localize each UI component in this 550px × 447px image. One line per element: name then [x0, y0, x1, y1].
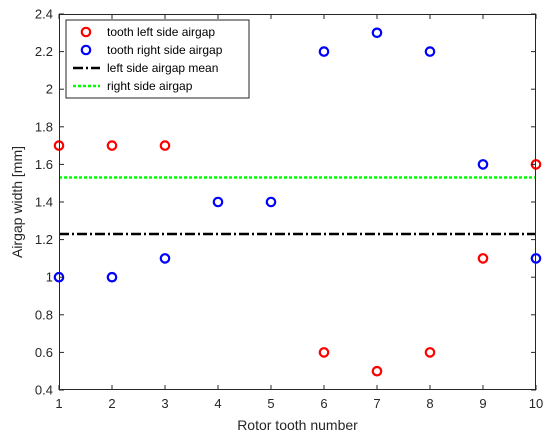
x-tick-label: 3 — [161, 396, 168, 411]
x-tick-label: 1 — [55, 396, 62, 411]
x-tick-label: 10 — [529, 396, 543, 411]
x-tick-label: 6 — [320, 396, 327, 411]
data-point-series-1 — [159, 253, 171, 264]
ticks-layer: 1 2 3 4 5 6 7 8 9 10 0.4 0.6 0.8 1 1.2 1.4 1.6 1.8 2 2.2 2.4 — [35, 7, 543, 412]
legend-entry-label: tooth left side airgap — [107, 25, 215, 39]
y-tick-label: 1.4 — [35, 195, 53, 210]
data-point-series-1 — [212, 196, 224, 208]
data-point-series-0 — [106, 140, 118, 151]
legend-entry-label: left side airgap mean — [107, 61, 218, 75]
legend-marker-swatch — [80, 44, 92, 56]
x-tick-label: 9 — [479, 396, 486, 411]
y-tick-label: 1.2 — [35, 232, 53, 247]
x-axis-label: Rotor tooth number — [237, 417, 358, 433]
y-axis-label: Airgap width [mm] — [9, 146, 25, 258]
legend-entry-label: tooth right side airgap — [107, 43, 223, 57]
x-tick-label: 5 — [267, 396, 274, 411]
data-point-series-1 — [265, 196, 277, 208]
x-tick-label: 4 — [214, 396, 221, 411]
y-tick-label: 0.4 — [35, 383, 53, 398]
legend-box — [65, 19, 250, 99]
x-tick-label: 8 — [426, 396, 433, 411]
legend: tooth left side airgap tooth right side a… — [65, 19, 250, 99]
data-point-series-0 — [318, 347, 330, 358]
y-tick-label: 1 — [46, 270, 53, 285]
data-point-series-1 — [318, 46, 330, 57]
data-point-series-1 — [106, 271, 118, 283]
y-tick-label: 2.2 — [35, 44, 53, 59]
legend-entry-label: right side airgap — [107, 79, 193, 93]
data-point-series-1 — [477, 159, 489, 170]
x-tick-label: 7 — [373, 396, 380, 411]
y-tick-label: 2 — [46, 82, 53, 97]
data-point-series-0 — [371, 365, 383, 377]
data-point-series-0 — [424, 347, 436, 358]
data-point-series-1 — [424, 46, 436, 57]
y-tick-label: 1.6 — [35, 157, 53, 172]
data-point-series-1 — [371, 27, 383, 39]
data-point-series-0 — [159, 140, 171, 151]
y-tick-label: 0.6 — [35, 345, 53, 360]
y-tick-label: 0.8 — [35, 307, 53, 322]
y-tick-label: 1.8 — [35, 119, 53, 134]
y-tick-label: 2.4 — [35, 7, 53, 22]
data-point-series-0 — [477, 253, 489, 264]
legend-marker-swatch — [80, 26, 92, 38]
lines-layer — [59, 176, 536, 236]
x-tick-label: 2 — [108, 396, 115, 411]
